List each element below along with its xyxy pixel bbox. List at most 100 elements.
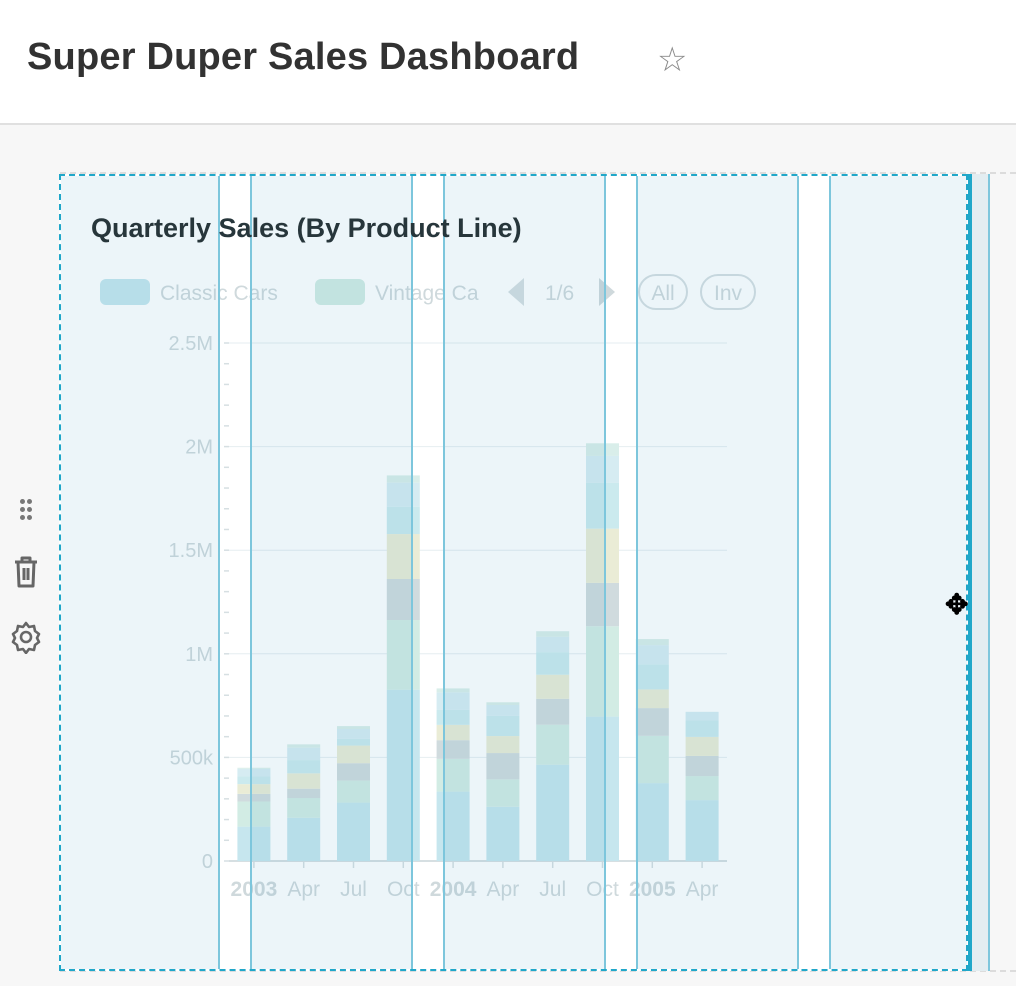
bar-segment bbox=[586, 482, 619, 529]
grid-column bbox=[250, 176, 413, 969]
y-tick-label: 2.5M bbox=[169, 333, 213, 355]
bar-segment bbox=[486, 753, 520, 780]
bar-segment bbox=[287, 798, 321, 818]
bar-segment bbox=[685, 800, 719, 861]
bar-segment bbox=[635, 783, 669, 861]
bar-segment bbox=[237, 826, 271, 861]
x-tick-label: Jul bbox=[539, 878, 566, 901]
bar-segment bbox=[536, 652, 570, 675]
bar-segment bbox=[685, 711, 719, 721]
bar-segment bbox=[237, 784, 271, 794]
x-tick-label: Apr bbox=[686, 878, 719, 901]
legend-all-button bbox=[638, 274, 688, 310]
bar-segment bbox=[386, 689, 420, 861]
bar-segment bbox=[635, 689, 669, 709]
bar-segment bbox=[586, 528, 619, 583]
bar-segment bbox=[386, 579, 420, 621]
legend-inv-label: Inv bbox=[714, 282, 743, 305]
bar-segment bbox=[635, 645, 669, 665]
bar-segment bbox=[486, 779, 520, 807]
grid-column bbox=[61, 176, 220, 969]
legend-inv-button bbox=[700, 274, 756, 310]
bar-segment bbox=[536, 631, 570, 637]
y-tick-label: 0 bbox=[202, 851, 213, 873]
x-tick-label: Oct bbox=[586, 878, 619, 901]
bar-segment bbox=[337, 729, 370, 739]
bar-segment bbox=[536, 764, 570, 861]
bar-segment bbox=[337, 745, 370, 764]
bar-segment bbox=[486, 702, 520, 705]
x-tick-label: Apr bbox=[287, 878, 320, 901]
bar-segment bbox=[436, 688, 470, 693]
bar-segment bbox=[237, 767, 271, 769]
bar-segment bbox=[635, 708, 669, 736]
bar-segment bbox=[287, 817, 321, 861]
legend-label-vintage-cars: Vintage Ca bbox=[375, 282, 479, 305]
y-tick-label: 1.5M bbox=[169, 540, 213, 562]
bar-segment bbox=[337, 726, 370, 730]
star-icon[interactable]: ☆ bbox=[657, 41, 688, 79]
legend-swatch-vintage-cars bbox=[315, 279, 365, 305]
bar-segment bbox=[237, 793, 271, 802]
bar-segment bbox=[486, 704, 520, 716]
bar-segment bbox=[635, 639, 669, 646]
resize-cursor-icon: ✥ bbox=[945, 589, 969, 620]
drag-handle-icon[interactable] bbox=[18, 497, 34, 527]
bar-segment bbox=[536, 724, 570, 765]
bar-segment bbox=[586, 582, 619, 627]
x-tick-label: Jul bbox=[340, 878, 367, 901]
bar-segment bbox=[287, 760, 321, 774]
bar-segment bbox=[635, 664, 669, 690]
bar-segment bbox=[685, 755, 719, 777]
bar-segment bbox=[586, 443, 619, 456]
bar-segment bbox=[635, 735, 669, 784]
bar-segment bbox=[536, 698, 570, 725]
bar-segment bbox=[486, 736, 520, 754]
bar-segment bbox=[287, 773, 321, 789]
x-tick-label: 2003 bbox=[231, 878, 278, 901]
grid-column bbox=[636, 176, 799, 969]
y-tick-label: 1M bbox=[185, 644, 213, 666]
bar-segment bbox=[386, 534, 420, 580]
bar-segment bbox=[536, 636, 570, 653]
bar-segment bbox=[586, 455, 619, 483]
bar-segment bbox=[237, 776, 271, 785]
bar-segment bbox=[287, 788, 321, 799]
bar-segment bbox=[287, 744, 321, 748]
resize-handle[interactable] bbox=[968, 174, 990, 971]
drop-indicator-bottom bbox=[60, 970, 1016, 972]
bar-segment bbox=[386, 475, 420, 483]
legend-all-label: All bbox=[651, 282, 674, 305]
drop-indicator-top bbox=[60, 172, 1016, 174]
bar-segment bbox=[685, 736, 719, 756]
trash-icon[interactable] bbox=[12, 555, 40, 589]
x-tick-label: 2004 bbox=[430, 878, 477, 901]
x-tick-label: Apr bbox=[487, 878, 520, 901]
bar-segment bbox=[436, 791, 470, 861]
dashboard-title[interactable]: Super Duper Sales Dashboard bbox=[27, 36, 580, 78]
bar-segment bbox=[287, 747, 321, 761]
y-tick-label: 500k bbox=[170, 747, 214, 769]
x-tick-label: 2005 bbox=[629, 878, 676, 901]
dashboard-header: Super Duper Sales Dashboard ☆ bbox=[0, 0, 1016, 125]
grid-column bbox=[829, 176, 967, 969]
bar-segment bbox=[685, 776, 719, 801]
bar-segment bbox=[237, 801, 271, 827]
bar-segment bbox=[237, 768, 271, 777]
bar-segment bbox=[386, 620, 420, 690]
legend-prev-icon bbox=[508, 278, 524, 306]
bar-segment bbox=[685, 720, 719, 737]
bar-segment bbox=[486, 806, 520, 861]
legend-swatch-classic-cars bbox=[100, 279, 150, 305]
bar-segment bbox=[436, 758, 470, 792]
bar-segment bbox=[586, 626, 619, 717]
bar-segment bbox=[486, 715, 520, 737]
legend-next-icon bbox=[599, 278, 615, 306]
bar-segment bbox=[386, 482, 420, 507]
chart-title: Quarterly Sales (By Product Line) bbox=[91, 213, 522, 243]
gear-icon[interactable] bbox=[9, 620, 43, 654]
bar-segment bbox=[337, 802, 370, 861]
bar-segment bbox=[536, 674, 570, 699]
grid-column bbox=[443, 176, 606, 969]
